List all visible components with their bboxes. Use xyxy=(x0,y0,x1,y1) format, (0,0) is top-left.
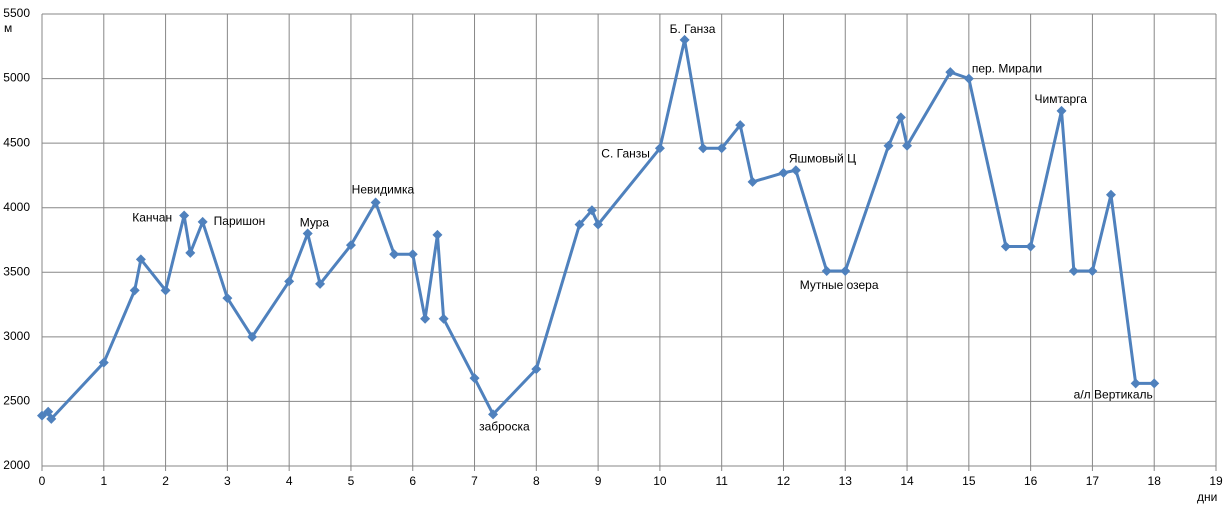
x-tick-label: 12 xyxy=(777,474,791,488)
x-axis-label: дни xyxy=(1197,490,1217,504)
marker xyxy=(654,143,665,154)
marker xyxy=(160,285,171,296)
marker xyxy=(747,176,758,187)
y-tick-label: 3500 xyxy=(3,264,30,278)
marker xyxy=(222,293,233,304)
x-tick-label: 3 xyxy=(224,474,231,488)
marker xyxy=(469,373,480,384)
marker xyxy=(1000,241,1011,252)
marker xyxy=(698,143,709,154)
x-tick-label: 1 xyxy=(100,474,107,488)
marker xyxy=(840,265,851,276)
marker xyxy=(945,67,956,78)
marker xyxy=(1105,189,1116,200)
annotation: пер. Мирали xyxy=(972,62,1042,76)
x-tick-label: 19 xyxy=(1209,474,1223,488)
marker xyxy=(883,140,894,151)
marker xyxy=(420,313,431,324)
x-tick-label: 16 xyxy=(1024,474,1038,488)
marker xyxy=(284,276,295,287)
marker xyxy=(197,216,208,227)
marker xyxy=(389,249,400,260)
x-tick-label: 13 xyxy=(839,474,853,488)
annotation: Невидимка xyxy=(352,183,415,197)
marker xyxy=(247,331,258,342)
annotation: заброска xyxy=(479,420,530,434)
x-tick-label: 17 xyxy=(1086,474,1100,488)
y-tick-label: 5000 xyxy=(3,71,30,85)
annotation: Мура xyxy=(300,216,330,230)
marker xyxy=(46,413,57,424)
annotation: Паришон xyxy=(214,214,266,228)
x-tick-label: 8 xyxy=(533,474,540,488)
y-tick-label: 2000 xyxy=(3,458,30,472)
x-tick-label: 9 xyxy=(595,474,602,488)
x-tick-label: 18 xyxy=(1148,474,1162,488)
marker xyxy=(179,210,190,221)
marker xyxy=(438,313,449,324)
marker xyxy=(407,249,418,260)
y-tick-label: 3000 xyxy=(3,329,30,343)
x-tick-label: 5 xyxy=(348,474,355,488)
marker xyxy=(895,112,906,123)
x-tick-label: 4 xyxy=(286,474,293,488)
marker xyxy=(1056,105,1067,116)
y-tick-label: 4500 xyxy=(3,135,30,149)
marker xyxy=(98,357,109,368)
y-tick-label: 5500 xyxy=(3,6,30,20)
marker xyxy=(574,219,585,230)
marker xyxy=(1149,378,1160,389)
marker xyxy=(821,265,832,276)
marker xyxy=(679,34,690,45)
x-tick-label: 2 xyxy=(162,474,169,488)
marker xyxy=(1025,241,1036,252)
x-tick-label: 11 xyxy=(715,474,728,488)
marker xyxy=(37,410,47,421)
marker xyxy=(302,228,313,239)
marker xyxy=(1087,265,1098,276)
marker xyxy=(488,409,499,420)
marker xyxy=(1130,378,1141,389)
marker xyxy=(129,285,140,296)
marker xyxy=(778,167,789,178)
marker xyxy=(315,278,326,289)
marker xyxy=(735,120,746,131)
marker xyxy=(370,197,381,208)
x-tick-label: 14 xyxy=(900,474,914,488)
x-tick-label: 6 xyxy=(409,474,416,488)
annotation: Мутные озера xyxy=(800,278,879,292)
annotation: Б. Ганза xyxy=(670,22,716,36)
y-tick-label: 2500 xyxy=(3,394,30,408)
marker xyxy=(902,140,913,151)
marker xyxy=(43,406,54,417)
annotation: Яшмовый Ц xyxy=(789,151,856,165)
x-tick-label: 7 xyxy=(471,474,478,488)
x-tick-label: 10 xyxy=(653,474,667,488)
marker xyxy=(432,229,443,240)
x-tick-label: 0 xyxy=(39,474,46,488)
marker xyxy=(716,143,727,154)
marker xyxy=(790,165,801,176)
marker xyxy=(135,254,146,265)
marker xyxy=(345,240,356,251)
x-tick-label: 15 xyxy=(962,474,976,488)
marker xyxy=(963,73,974,84)
marker xyxy=(531,364,542,375)
y-axis-label: м xyxy=(4,21,12,35)
annotation: Чимтарга xyxy=(1035,92,1088,106)
annotation: Канчан xyxy=(132,211,172,225)
marker xyxy=(593,219,604,230)
marker xyxy=(185,247,196,258)
annotation: а/л Вертикаль xyxy=(1074,388,1153,402)
annotation: С. Ганзы xyxy=(601,146,650,160)
marker xyxy=(1068,265,1079,276)
marker xyxy=(586,205,597,216)
y-tick-label: 4000 xyxy=(3,200,30,214)
